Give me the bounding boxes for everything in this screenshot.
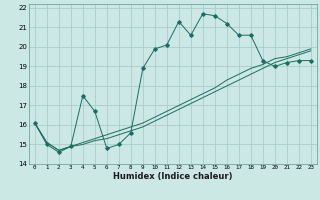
X-axis label: Humidex (Indice chaleur): Humidex (Indice chaleur)	[113, 172, 233, 181]
